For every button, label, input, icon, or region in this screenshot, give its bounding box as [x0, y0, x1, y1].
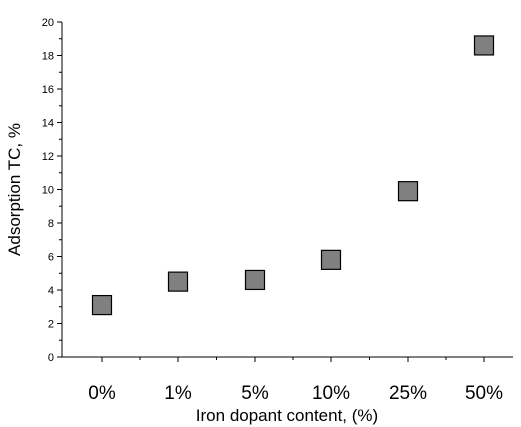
x-tick-label: 5%	[241, 383, 269, 404]
y-axis-ticks: 0 2 4 6 8 10 12 14 16 18 20	[42, 17, 62, 364]
y-axis-label: Adsorption TC, %	[5, 123, 24, 256]
x-tick-label: 1%	[164, 383, 192, 404]
x-axis-ticks: 0% 1% 5% 10% 25% 50%	[88, 357, 503, 404]
y-tick-label: 8	[48, 218, 54, 230]
x-tick-label: 50%	[465, 383, 503, 404]
y-tick-label: 0	[48, 352, 54, 364]
x-axis-label: Iron dopant content, (%)	[196, 406, 378, 425]
y-tick-label: 6	[48, 252, 54, 264]
data-point	[244, 269, 266, 291]
y-tick-label: 10	[42, 185, 54, 197]
data-point	[397, 181, 419, 202]
y-tick-label: 20	[42, 17, 54, 29]
data-point	[167, 271, 189, 292]
data-point	[91, 294, 113, 316]
x-tick-label: 10%	[312, 383, 350, 404]
y-tick-label: 14	[42, 118, 54, 130]
data-point	[320, 249, 342, 270]
x-tick-label: 0%	[88, 383, 116, 404]
y-tick-label: 12	[42, 151, 54, 163]
y-tick-label: 4	[48, 285, 54, 297]
x-tick-label: 25%	[389, 383, 427, 404]
data-point	[473, 35, 495, 56]
y-tick-label: 18	[42, 51, 54, 63]
data-points	[91, 35, 495, 316]
y-tick-label: 16	[42, 84, 54, 96]
y-tick-label: 2	[48, 319, 54, 331]
